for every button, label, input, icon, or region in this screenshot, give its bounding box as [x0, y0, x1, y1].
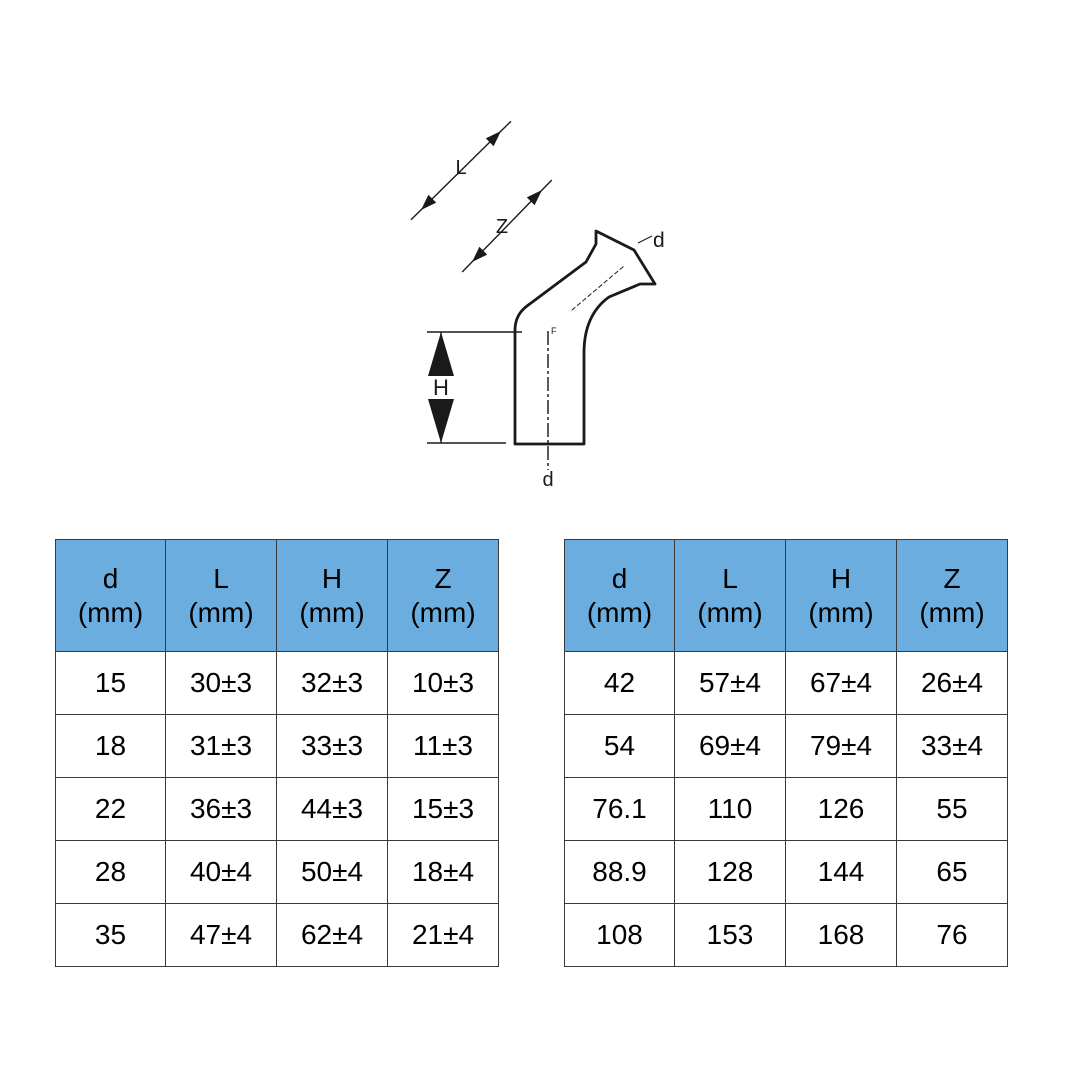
svg-text:F: F: [551, 326, 557, 336]
svg-text:d: d: [653, 229, 665, 252]
svg-text:Z: Z: [496, 216, 508, 238]
svg-text:d: d: [542, 469, 553, 491]
svg-text:H: H: [433, 375, 449, 400]
svg-text:L: L: [455, 157, 466, 179]
